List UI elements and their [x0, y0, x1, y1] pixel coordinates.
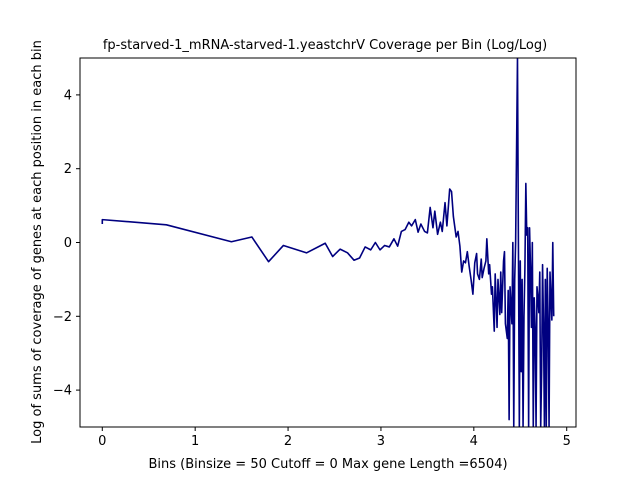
x-tick-label: 5: [563, 434, 571, 449]
y-tick-label: 0: [64, 236, 72, 251]
y-tick-label: −4: [53, 384, 72, 399]
x-tick-label: 4: [470, 434, 478, 449]
x-tick-label: 2: [284, 434, 292, 449]
y-tick-label: 4: [64, 88, 72, 103]
y-tick-label: −2: [53, 310, 72, 325]
x-tick-label: 1: [191, 434, 199, 449]
series-line-0: [101, 58, 555, 427]
y-axis: −4 −2 0 2 4: [53, 88, 80, 399]
series-layer: [101, 58, 555, 427]
x-tick-label: 0: [98, 434, 106, 449]
x-axis-label: Bins (Binsize = 50 Cutoff = 0 Max gene L…: [148, 457, 507, 472]
plot-area: 0 1 2 3 4 5 −4 −2 0 2 4: [53, 57, 577, 449]
chart-title: fp-starved-1_mRNA-starved-1.yeastchrV Co…: [103, 38, 547, 53]
y-tick-label: 2: [64, 162, 72, 177]
x-axis: 0 1 2 3 4 5: [98, 427, 571, 449]
y-axis-label: Log of sums of coverage of genes at each…: [30, 40, 45, 444]
x-tick-label: 3: [377, 434, 385, 449]
